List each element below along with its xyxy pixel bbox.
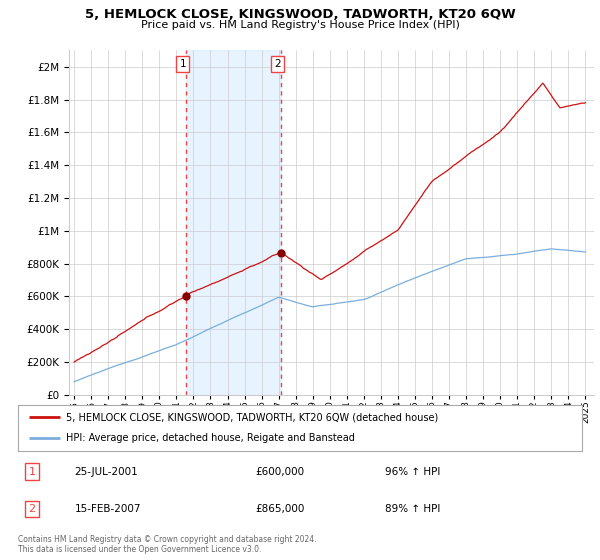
Text: Price paid vs. HM Land Registry's House Price Index (HPI): Price paid vs. HM Land Registry's House …	[140, 20, 460, 30]
Text: 2: 2	[274, 59, 281, 69]
Text: 96% ↑ HPI: 96% ↑ HPI	[385, 467, 440, 477]
Text: 1: 1	[179, 59, 186, 69]
Text: £865,000: £865,000	[255, 504, 304, 514]
Text: HPI: Average price, detached house, Reigate and Banstead: HPI: Average price, detached house, Reig…	[66, 433, 355, 444]
Text: 89% ↑ HPI: 89% ↑ HPI	[385, 504, 440, 514]
Text: 15-FEB-2007: 15-FEB-2007	[74, 504, 141, 514]
Bar	[186, 50, 281, 395]
Text: Contains HM Land Registry data © Crown copyright and database right 2024.
This d: Contains HM Land Registry data © Crown c…	[18, 535, 317, 554]
Text: 5, HEMLOCK CLOSE, KINGSWOOD, TADWORTH, KT20 6QW: 5, HEMLOCK CLOSE, KINGSWOOD, TADWORTH, K…	[85, 8, 515, 21]
Text: 1: 1	[29, 467, 35, 477]
Text: 25-JUL-2001: 25-JUL-2001	[74, 467, 138, 477]
Text: 5, HEMLOCK CLOSE, KINGSWOOD, TADWORTH, KT20 6QW (detached house): 5, HEMLOCK CLOSE, KINGSWOOD, TADWORTH, K…	[66, 412, 438, 422]
Text: £600,000: £600,000	[255, 467, 304, 477]
Text: 2: 2	[29, 504, 35, 514]
